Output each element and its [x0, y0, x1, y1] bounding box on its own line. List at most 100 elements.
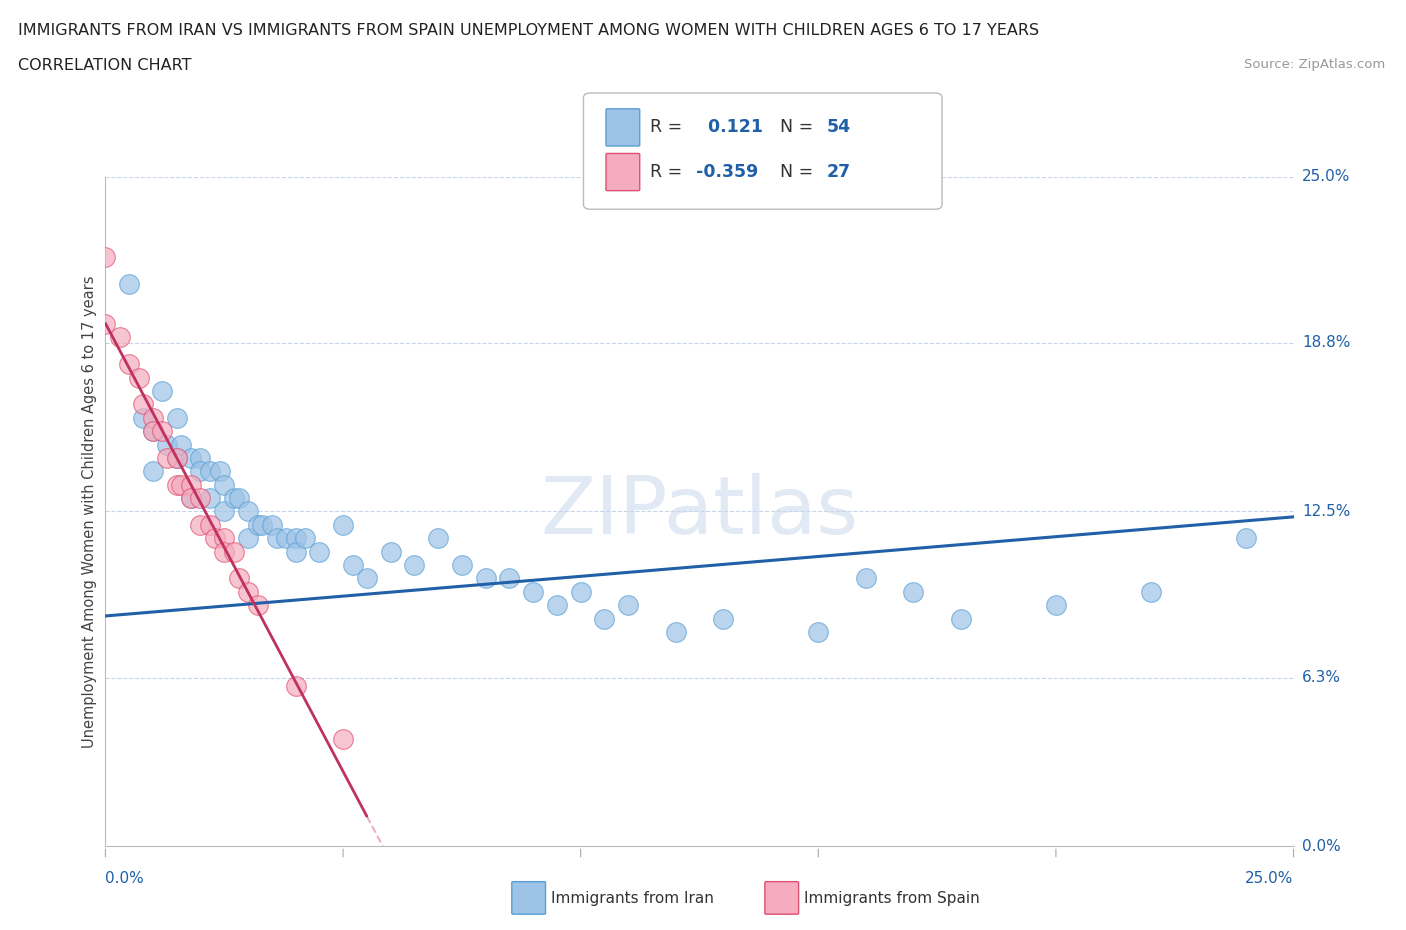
Text: ZIPatlas: ZIPatlas: [540, 472, 859, 551]
Text: 0.0%: 0.0%: [1302, 839, 1340, 854]
Point: [1045, 598, 1067, 613]
Point: [246, 598, 269, 613]
Point: [156, 450, 179, 465]
Point: [198, 491, 221, 506]
Point: [222, 544, 245, 559]
Point: [342, 558, 364, 573]
Point: [128, 370, 150, 385]
Text: N =: N =: [780, 163, 814, 181]
Point: [522, 584, 544, 599]
Point: [949, 611, 972, 626]
Text: R =: R =: [650, 163, 682, 181]
Point: [546, 598, 568, 613]
Text: CORRELATION CHART: CORRELATION CHART: [18, 58, 191, 73]
Point: [711, 611, 734, 626]
Point: [593, 611, 616, 626]
Text: 25.0%: 25.0%: [1302, 169, 1350, 184]
Point: [356, 571, 378, 586]
Text: 54: 54: [827, 118, 851, 137]
Point: [180, 491, 202, 506]
Point: [108, 330, 131, 345]
Point: [180, 491, 202, 506]
Y-axis label: Unemployment Among Women with Children Ages 6 to 17 years: Unemployment Among Women with Children A…: [82, 275, 97, 748]
Text: 0.0%: 0.0%: [105, 871, 145, 886]
Point: [94, 249, 117, 264]
Point: [214, 504, 236, 519]
Point: [198, 517, 221, 532]
Point: [617, 598, 640, 613]
Point: [190, 491, 212, 506]
Point: [214, 544, 236, 559]
Point: [228, 571, 250, 586]
Text: 25.0%: 25.0%: [1246, 871, 1294, 886]
Text: 12.5%: 12.5%: [1302, 504, 1350, 519]
Point: [180, 450, 202, 465]
Point: [236, 584, 259, 599]
Text: -0.359: -0.359: [696, 163, 758, 181]
Text: Immigrants from Iran: Immigrants from Iran: [551, 891, 714, 906]
Point: [246, 517, 269, 532]
Point: [308, 544, 330, 559]
Text: 18.8%: 18.8%: [1302, 335, 1350, 351]
Text: 27: 27: [827, 163, 851, 181]
Point: [450, 558, 472, 573]
Point: [332, 517, 354, 532]
Text: IMMIGRANTS FROM IRAN VS IMMIGRANTS FROM SPAIN UNEMPLOYMENT AMONG WOMEN WITH CHIL: IMMIGRANTS FROM IRAN VS IMMIGRANTS FROM …: [18, 23, 1039, 38]
Point: [252, 517, 274, 532]
Text: R =: R =: [650, 118, 682, 137]
Point: [198, 464, 221, 479]
Point: [190, 464, 212, 479]
Point: [228, 491, 250, 506]
Point: [170, 477, 193, 492]
Point: [284, 544, 307, 559]
Point: [142, 424, 165, 439]
Point: [274, 531, 297, 546]
Point: [132, 410, 155, 425]
Text: Source: ZipAtlas.com: Source: ZipAtlas.com: [1244, 58, 1385, 71]
Point: [214, 531, 236, 546]
Text: 0.121: 0.121: [696, 118, 763, 137]
Point: [260, 517, 283, 532]
Point: [142, 410, 165, 425]
Point: [118, 357, 141, 372]
Point: [569, 584, 592, 599]
Point: [152, 424, 174, 439]
Point: [236, 504, 259, 519]
Point: [152, 383, 174, 398]
Text: 6.3%: 6.3%: [1302, 670, 1341, 685]
Point: [142, 424, 165, 439]
Point: [190, 517, 212, 532]
Point: [404, 558, 426, 573]
Point: [94, 316, 117, 331]
Point: [204, 531, 226, 546]
Text: Immigrants from Spain: Immigrants from Spain: [804, 891, 980, 906]
Point: [1234, 531, 1257, 546]
Point: [132, 397, 155, 412]
Text: N =: N =: [780, 118, 814, 137]
Point: [665, 625, 688, 640]
Point: [166, 410, 188, 425]
Point: [427, 531, 450, 546]
Point: [118, 276, 141, 291]
Point: [474, 571, 496, 586]
Point: [166, 450, 188, 465]
Point: [190, 450, 212, 465]
Point: [166, 477, 188, 492]
Point: [180, 477, 202, 492]
Point: [332, 732, 354, 747]
Point: [855, 571, 877, 586]
Point: [222, 491, 245, 506]
Point: [166, 450, 188, 465]
Point: [284, 531, 307, 546]
Point: [380, 544, 402, 559]
Point: [214, 477, 236, 492]
Point: [807, 625, 830, 640]
Point: [236, 531, 259, 546]
Point: [1140, 584, 1163, 599]
Point: [903, 584, 925, 599]
Point: [498, 571, 520, 586]
Point: [284, 678, 307, 693]
Point: [208, 464, 231, 479]
Point: [266, 531, 288, 546]
Point: [142, 464, 165, 479]
